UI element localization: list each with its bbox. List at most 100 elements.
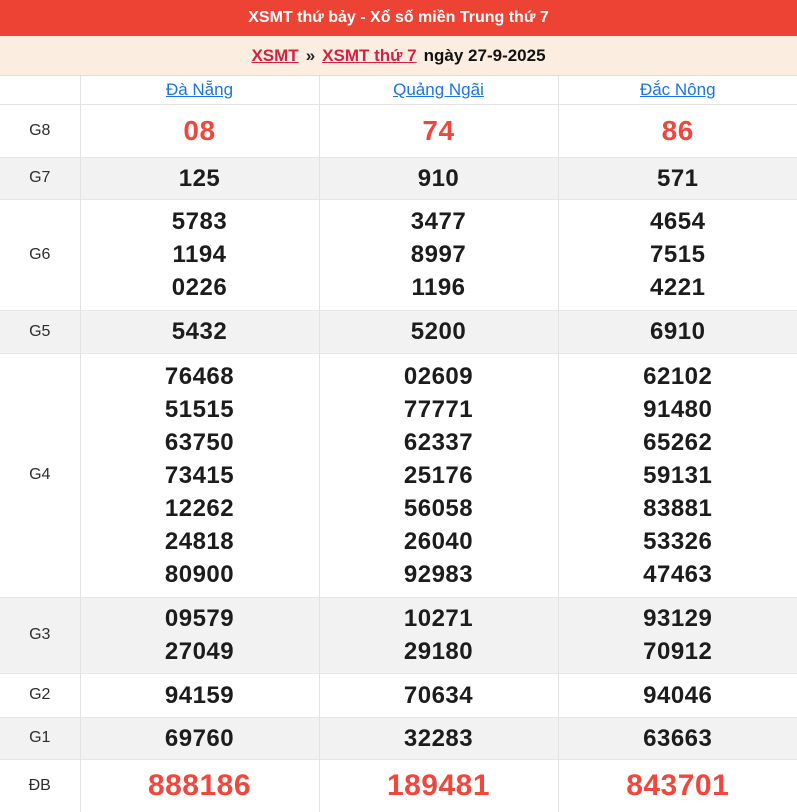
prize-cell: 94159 <box>79 672 319 717</box>
prize-cell: 843701 <box>557 758 797 812</box>
prize-number: 83881 <box>643 494 713 522</box>
breadcrumb-separator: » <box>305 45 316 65</box>
prize-number: 24818 <box>164 527 235 555</box>
prize-cell: 189481 <box>318 758 558 812</box>
prize-row-g8: G8 08 74 86 <box>0 103 797 157</box>
prize-number: 77771 <box>403 395 474 423</box>
prize-number: 94046 <box>643 681 713 709</box>
prize-cell: 02609 77771 62337 25176 56058 26040 92983 <box>318 352 558 597</box>
prize-number: 47463 <box>643 560 713 588</box>
province-link-dac-nong[interactable]: Đắc Nông <box>639 79 716 99</box>
prize-number: 51515 <box>164 395 235 423</box>
prize-number: 910 <box>417 164 460 192</box>
prize-number: 92983 <box>403 560 474 588</box>
prize-number: 8997 <box>410 241 467 268</box>
prize-cell: 5200 <box>318 309 558 353</box>
prize-cell: 94046 <box>557 672 797 717</box>
prize-number: 76468 <box>164 362 235 390</box>
prize-cell: 5783 1194 0226 <box>79 198 319 310</box>
prize-number: 74 <box>422 115 455 146</box>
prize-label: G6 <box>0 198 80 310</box>
prize-row-g6: G6 5783 1194 0226 3477 8997 1196 4654 7515 4221 <box>0 198 797 310</box>
prize-row-g3: G3 09579 27049 10271 29180 93129 70912 <box>0 596 797 673</box>
prize-cell: 70634 <box>318 672 558 717</box>
prize-number: 70912 <box>643 638 713 665</box>
prize-number: 3477 <box>410 208 467 235</box>
prize-cell: 86 <box>557 103 797 157</box>
prize-label: ĐB <box>0 758 80 812</box>
prize-number: 63663 <box>643 724 713 752</box>
prize-cell: 10271 29180 <box>318 596 558 673</box>
prize-number: 5783 <box>171 208 228 235</box>
prize-number: 1196 <box>411 274 466 301</box>
prize-cell: 09579 27049 <box>79 596 319 673</box>
prize-cell: 910 <box>318 156 558 199</box>
prize-number: 91480 <box>643 395 713 423</box>
prize-cell: 571 <box>557 156 797 199</box>
breadcrumb-date: ngày 27-9-2025 <box>423 45 546 65</box>
prize-cell: 888186 <box>79 758 319 812</box>
prize-number: 4221 <box>650 274 706 301</box>
prize-number: 189481 <box>386 769 491 803</box>
prize-number: 56058 <box>403 494 474 522</box>
page-title: XSMT thứ bảy - Xổ số miền Trung thứ 7 <box>248 9 549 26</box>
prize-number: 32283 <box>403 724 474 752</box>
prize-number: 59131 <box>643 461 713 489</box>
lottery-results-table: Đà Nẵng Quảng Ngãi Đắc Nông G8 08 74 86 G7 12… <box>0 76 797 812</box>
prize-number: 94159 <box>164 681 235 709</box>
prize-cell: 74 <box>318 103 558 157</box>
prize-number: 53326 <box>643 527 713 555</box>
prize-cell: 62102 91480 65262 59131 83881 53326 47463 <box>557 352 797 597</box>
prize-number: 7515 <box>650 241 706 268</box>
prize-number: 5432 <box>171 318 228 345</box>
prize-row-g2: G2 94159 70634 94046 <box>0 672 797 717</box>
prize-label: G5 <box>0 309 80 353</box>
breadcrumb-link-xsmt-thu-7[interactable]: XSMT thứ 7 <box>322 45 417 65</box>
prize-row-g1: G1 69760 32283 63663 <box>0 716 797 759</box>
prize-number: 69760 <box>164 724 235 752</box>
prize-label: G2 <box>0 672 80 717</box>
prize-number: 25176 <box>403 461 474 489</box>
prize-label: G7 <box>0 156 80 199</box>
prize-number: 571 <box>656 164 699 192</box>
province-link-quang-ngai[interactable]: Quảng Ngãi <box>393 79 484 99</box>
prize-number: 73415 <box>164 461 235 489</box>
prize-cell: 5432 <box>79 309 319 353</box>
prize-label: G4 <box>0 352 80 597</box>
prize-number: 26040 <box>403 527 474 555</box>
prize-label: G8 <box>0 103 80 157</box>
prize-number: 843701 <box>626 769 730 803</box>
page-header-bar: XSMT thứ bảy - Xổ số miền Trung thứ 7 <box>0 0 797 36</box>
prize-cell: 125 <box>79 156 319 199</box>
prize-cell: 76468 51515 63750 73415 12262 24818 80900 <box>79 352 319 597</box>
prize-cell: 32283 <box>318 716 558 759</box>
prize-number: 08 <box>183 115 216 146</box>
prize-number: 70634 <box>403 681 474 709</box>
prize-number: 65262 <box>643 428 713 456</box>
prize-number: 0226 <box>171 274 228 301</box>
prize-label: G1 <box>0 716 80 759</box>
prize-cell: 6910 <box>557 309 797 353</box>
prize-number: 09579 <box>164 605 235 632</box>
prize-cell: 63663 <box>557 716 797 759</box>
prize-cell: 93129 70912 <box>557 596 797 673</box>
prize-number: 93129 <box>643 605 713 632</box>
prize-cell: 08 <box>79 103 319 157</box>
prize-cell: 69760 <box>79 716 319 759</box>
prize-number: 6910 <box>650 318 706 345</box>
prize-cell: 4654 7515 4221 <box>557 198 797 310</box>
table-header-row: Đà Nẵng Quảng Ngãi Đắc Nông <box>0 76 797 105</box>
prize-number: 63750 <box>164 428 235 456</box>
prize-number: 62337 <box>403 428 474 456</box>
province-link-da-nang[interactable]: Đà Nẵng <box>165 79 234 99</box>
prize-number: 12262 <box>164 494 235 522</box>
prize-label: G3 <box>0 596 80 673</box>
prize-number: 5200 <box>410 318 467 345</box>
prize-number: 86 <box>661 115 694 146</box>
breadcrumb-link-xsmt[interactable]: XSMT <box>251 45 299 65</box>
prize-number: 888186 <box>147 769 252 803</box>
prize-number: 4654 <box>650 208 706 235</box>
prize-row-g7: G7 125 910 571 <box>0 156 797 199</box>
prize-number: 125 <box>178 164 221 192</box>
prize-number: 29180 <box>403 638 474 665</box>
